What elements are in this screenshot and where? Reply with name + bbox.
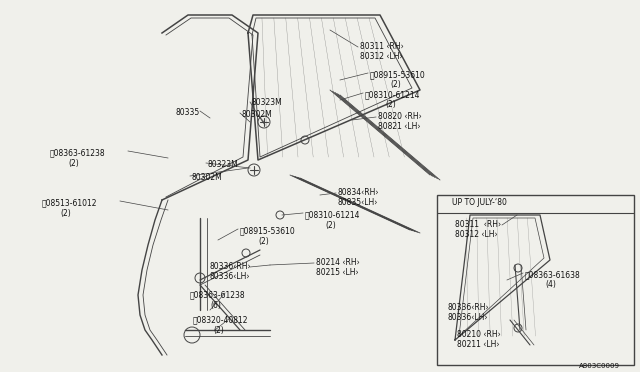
Text: (4): (4): [545, 280, 556, 289]
Text: 80312 ‹LH›: 80312 ‹LH›: [360, 52, 403, 61]
Text: 80302M: 80302M: [192, 173, 223, 182]
Text: 80211 ‹LH›: 80211 ‹LH›: [457, 340, 499, 349]
Text: Ⓢ08363-61238: Ⓢ08363-61238: [50, 148, 106, 157]
Text: Ⓢ08320-40812: Ⓢ08320-40812: [193, 315, 248, 324]
Text: 80835‹LH›: 80835‹LH›: [338, 198, 378, 207]
Text: Ⓢ08363-61638: Ⓢ08363-61638: [525, 270, 580, 279]
Text: 80834‹RH›: 80834‹RH›: [338, 188, 380, 197]
Text: 80214 ‹RH›: 80214 ‹RH›: [316, 258, 360, 267]
Text: 80215 ‹LH›: 80215 ‹LH›: [316, 268, 358, 277]
Text: 80323M: 80323M: [252, 98, 283, 107]
Text: Ⓢ08363-61238: Ⓢ08363-61238: [190, 290, 246, 299]
Text: (2): (2): [325, 221, 336, 230]
Text: 80311 ‹RH›: 80311 ‹RH›: [360, 42, 404, 51]
Text: (2): (2): [258, 237, 269, 246]
Text: UP TO JULY-‘80: UP TO JULY-‘80: [452, 198, 507, 207]
Text: 80335: 80335: [175, 108, 199, 117]
Text: 80336‹RH›: 80336‹RH›: [447, 303, 488, 312]
Text: (2): (2): [60, 209, 71, 218]
Text: 80302M: 80302M: [241, 110, 272, 119]
Text: 80821 ‹LH›: 80821 ‹LH›: [378, 122, 420, 131]
Text: 80323M: 80323M: [208, 160, 239, 169]
Text: (2): (2): [390, 80, 401, 89]
Text: (6): (6): [210, 301, 221, 310]
Text: 80336‹LH›: 80336‹LH›: [447, 313, 488, 322]
Text: Ⓢ08310-61214: Ⓢ08310-61214: [365, 90, 420, 99]
Bar: [437, 195, 634, 365]
Text: Ⓦ08915-53610: Ⓦ08915-53610: [240, 226, 296, 235]
Text: (2): (2): [213, 326, 224, 335]
Text: 80820 ‹RH›: 80820 ‹RH›: [378, 112, 422, 121]
Text: 80312 ‹LH›: 80312 ‹LH›: [455, 230, 498, 239]
Text: 80210 ‹RH›: 80210 ‹RH›: [457, 330, 500, 339]
Text: A803C0009: A803C0009: [579, 363, 620, 369]
Text: 80336‹RH›: 80336‹RH›: [210, 262, 252, 271]
Text: (2): (2): [385, 100, 396, 109]
Text: 80336‹LH›: 80336‹LH›: [210, 272, 250, 281]
Text: Ⓦ08915-53610: Ⓦ08915-53610: [370, 70, 426, 79]
Text: 80311  ‹RH›: 80311 ‹RH›: [455, 220, 501, 229]
Text: Ⓢ08310-61214: Ⓢ08310-61214: [305, 210, 360, 219]
Text: Ⓢ08513-61012: Ⓢ08513-61012: [42, 198, 97, 207]
Text: (2): (2): [68, 159, 79, 168]
